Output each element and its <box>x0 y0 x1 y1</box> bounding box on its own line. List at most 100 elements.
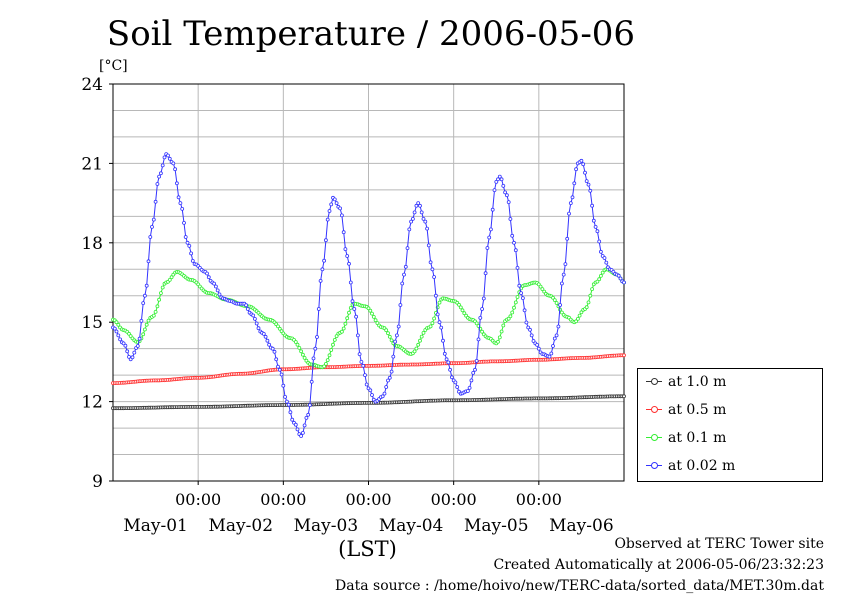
series-point <box>604 260 609 265</box>
x-date-label: May-03 <box>294 516 359 536</box>
series-point <box>473 367 477 372</box>
series-point <box>503 190 508 195</box>
series-point <box>590 203 594 208</box>
legend-item-0-02m: at 0.02 m <box>646 456 735 476</box>
series-point <box>421 216 426 221</box>
x-date-label: May-04 <box>379 516 444 536</box>
series-point <box>480 307 485 311</box>
y-tick-label: 12 <box>81 393 103 413</box>
series-point <box>144 322 149 327</box>
series-point <box>457 302 461 307</box>
series-point <box>423 219 428 224</box>
series-point <box>171 161 176 166</box>
series-point <box>433 293 438 298</box>
series-point <box>150 224 154 229</box>
series-point <box>316 307 321 311</box>
series-point <box>394 333 399 338</box>
series-point <box>148 235 153 239</box>
series-point <box>309 379 314 384</box>
series-point <box>414 346 419 351</box>
series-point <box>437 320 442 325</box>
series-point <box>414 203 419 208</box>
series-point <box>151 217 156 222</box>
series-point <box>217 292 222 297</box>
series-point <box>265 338 270 343</box>
series-point <box>279 372 284 377</box>
series-point <box>471 370 476 375</box>
series-point <box>508 314 513 319</box>
series-point <box>442 351 447 356</box>
series-point <box>347 310 351 315</box>
series-point <box>501 183 506 188</box>
series-point <box>263 334 268 339</box>
series-point <box>329 202 334 207</box>
series-point <box>318 278 323 283</box>
series-point <box>256 326 261 331</box>
series-point <box>162 155 167 160</box>
series-point <box>480 329 485 334</box>
x-time-label: 00:00 <box>431 490 477 509</box>
series-point <box>428 324 433 329</box>
series-point <box>563 262 568 267</box>
series-point <box>135 344 140 348</box>
series-point <box>410 216 415 221</box>
series-point <box>588 293 593 298</box>
series-point <box>572 181 577 186</box>
series-point <box>510 233 515 238</box>
legend-label: at 0.1 m <box>668 430 727 446</box>
series-point <box>293 422 298 427</box>
series-point <box>599 273 603 278</box>
series-point <box>586 300 591 305</box>
series-point <box>130 355 135 360</box>
series-point <box>540 287 545 292</box>
series-point <box>343 247 348 252</box>
series-point <box>157 297 162 302</box>
series-point <box>474 358 479 363</box>
series-point <box>568 201 573 206</box>
series-point <box>549 351 554 356</box>
series-point <box>554 333 559 338</box>
series-point <box>588 188 593 193</box>
series-point <box>453 380 458 385</box>
series-point <box>576 316 580 321</box>
series-point <box>616 273 621 278</box>
series-point <box>560 281 564 286</box>
series-point <box>593 224 598 229</box>
series-point <box>497 174 502 179</box>
x-date-label: May-06 <box>549 516 614 536</box>
series-point <box>529 333 534 338</box>
series-point <box>183 235 188 239</box>
series-point <box>281 383 286 388</box>
series-point <box>597 277 602 282</box>
series-point <box>556 324 561 329</box>
y-unit-label: [°C] <box>99 58 128 74</box>
series-point <box>421 330 426 335</box>
series-point <box>583 170 587 175</box>
series-point <box>386 378 390 383</box>
series-point <box>584 305 589 310</box>
series-point <box>348 305 353 310</box>
chart-title: Soil Temperature / 2006-05-06 <box>106 14 636 54</box>
series-point <box>521 296 525 301</box>
y-tick-label: 15 <box>81 313 103 333</box>
series-point <box>182 220 186 225</box>
series-point <box>254 321 259 326</box>
series-point <box>284 399 289 404</box>
series-point <box>343 321 348 326</box>
series-point <box>430 267 435 272</box>
series-point <box>387 375 392 380</box>
series-point <box>334 334 339 339</box>
series-point <box>506 200 511 205</box>
series-point <box>332 197 337 202</box>
series-point <box>419 334 424 339</box>
series-point <box>384 328 389 333</box>
series-point <box>286 402 291 407</box>
series-point <box>552 298 557 303</box>
series-point <box>386 331 390 336</box>
series-point <box>132 350 137 355</box>
series-point <box>323 238 328 243</box>
x-date-label: May-02 <box>208 516 273 536</box>
series-point <box>213 284 218 289</box>
series-point <box>322 364 327 369</box>
series-point <box>300 352 305 357</box>
